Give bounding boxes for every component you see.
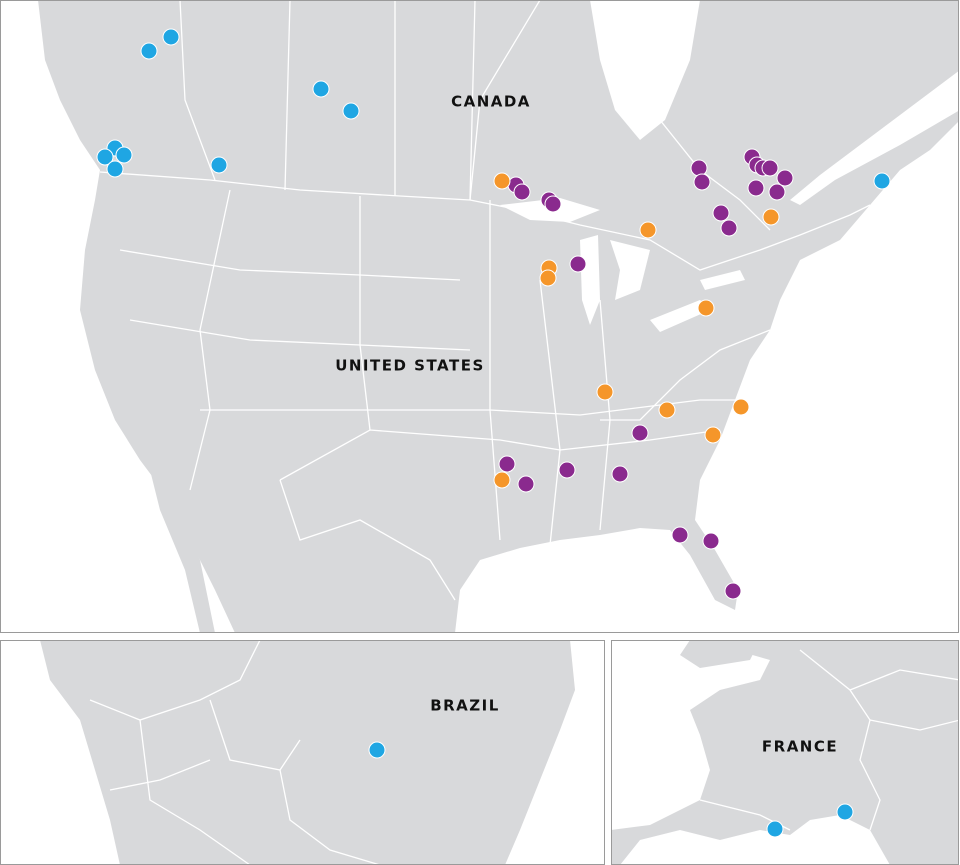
- location-marker: [106, 160, 124, 178]
- markers: [96, 28, 891, 838]
- location-marker: [115, 146, 133, 164]
- location-marker: [776, 169, 794, 187]
- location-marker: [712, 204, 730, 222]
- location-marker: [558, 461, 576, 479]
- location-marker: [544, 195, 562, 213]
- location-marker: [761, 159, 779, 177]
- location-marker: [96, 148, 114, 166]
- baja: [150, 470, 215, 632]
- location-marker: [498, 455, 516, 473]
- location-marker: [493, 471, 511, 489]
- borders: [99, 1, 871, 601]
- location-marker: [724, 582, 742, 600]
- location-marker: [569, 255, 587, 273]
- location-marker: [162, 28, 180, 46]
- country-label: UNITED STATES: [335, 357, 485, 375]
- south-america-land: [40, 641, 575, 865]
- location-marker: [539, 269, 557, 287]
- location-marker: [596, 383, 614, 401]
- location-marker: [704, 426, 722, 444]
- location-marker: [140, 42, 158, 60]
- borders: [89, 641, 381, 865]
- location-marker: [631, 424, 649, 442]
- country-label: BRAZIL: [430, 697, 500, 715]
- britain: [680, 641, 760, 668]
- country-label: FRANCE: [762, 738, 838, 756]
- st-lawrence: [790, 71, 958, 205]
- europe-panel: [611, 641, 959, 865]
- great-lakes: [500, 198, 745, 332]
- south-america-panel: [1, 641, 604, 865]
- location-marker: [762, 208, 780, 226]
- location-marker: [766, 820, 784, 838]
- europe-land: [611, 641, 959, 865]
- location-marker: [747, 179, 765, 197]
- location-marker: [671, 526, 689, 544]
- location-marker: [690, 159, 708, 177]
- location-marker: [873, 172, 891, 190]
- location-marker: [513, 183, 531, 201]
- location-marker: [693, 173, 711, 191]
- location-marker: [658, 401, 676, 419]
- location-marker: [702, 532, 720, 550]
- location-marker: [611, 465, 629, 483]
- location-marker: [720, 219, 738, 237]
- country-label: CANADA: [451, 93, 531, 111]
- location-marker: [368, 741, 386, 759]
- north-america-panel: [38, 1, 958, 632]
- location-marker: [732, 398, 750, 416]
- location-marker: [517, 475, 535, 493]
- panel-frame: [0, 0, 959, 633]
- hudson-bay: [590, 1, 700, 140]
- location-marker: [639, 221, 657, 239]
- location-marker: [342, 102, 360, 120]
- north-america-land: [38, 1, 958, 632]
- location-marker: [836, 803, 854, 821]
- location-marker: [768, 183, 786, 201]
- location-marker: [312, 80, 330, 98]
- location-marker: [493, 172, 511, 190]
- location-marker: [697, 299, 715, 317]
- location-marker: [210, 156, 228, 174]
